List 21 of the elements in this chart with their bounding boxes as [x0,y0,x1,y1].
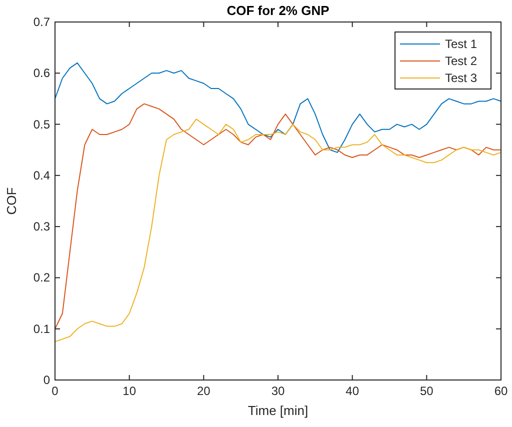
x-axis-title: Time [min] [248,403,308,418]
x-tick-label: 50 [420,384,434,398]
y-tick-label: 0.6 [33,66,50,80]
x-tick-label: 60 [494,384,508,398]
x-tick-label: 0 [52,384,59,398]
x-tick-label: 10 [122,384,136,398]
y-tick-label: 0.5 [33,117,50,132]
legend-label: Test 1 [445,37,478,51]
y-axis-title: COF [4,187,19,215]
chart-title: COF for 2% GNP [226,3,330,18]
y-tick-label: 0 [43,373,50,387]
legend-label: Test 3 [445,71,478,85]
y-tick-label: 0.4 [33,168,50,182]
x-tick-label: 40 [346,384,360,398]
x-tick-label: 30 [271,384,285,398]
y-tick-label: 0.3 [33,220,50,234]
legend-label: Test 2 [445,54,478,68]
x-tick-label: 20 [196,384,211,398]
y-tick-label: 0.2 [33,270,50,285]
y-tick-label: 0.1 [33,322,50,336]
y-tick-label: 0.7 [33,15,50,29]
